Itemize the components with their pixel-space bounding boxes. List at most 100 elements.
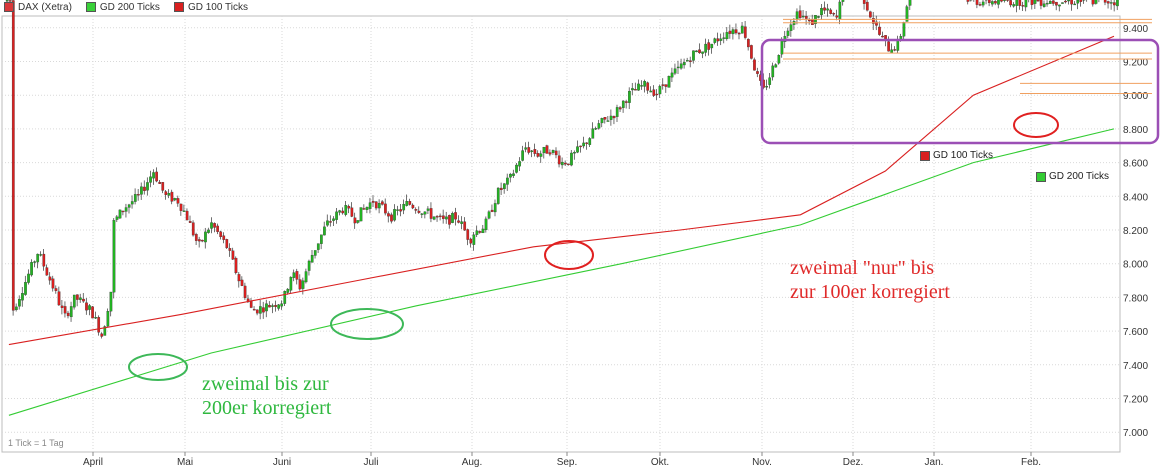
candle-body [362,208,366,210]
candle-body [271,305,274,307]
candle-body [576,146,579,153]
plot-area [1,15,1121,453]
candle-body [966,0,970,2]
candle-body [176,198,180,204]
candle-body [737,32,741,35]
candle-body [1058,4,1061,7]
candle-body [981,1,985,6]
candle-body [887,41,891,52]
candle-body [1048,0,1052,4]
purple-box-highlight [760,38,1160,145]
candle-body [487,211,491,219]
candle-body [5,0,9,2]
x-tick-label: Feb. [1021,457,1041,468]
x-tick-label: Dez. [843,457,864,468]
candle-body [387,213,390,217]
candle-body [564,162,567,165]
candle-body [216,225,219,232]
candle-body [338,210,342,213]
candle-body [289,276,293,291]
candle-body [997,0,1000,5]
candle-body [164,191,168,195]
y-tick-label: 8.400 [1123,192,1148,203]
candle-body [585,142,589,144]
candle-body [14,306,18,311]
candle-body [747,39,750,48]
candle-body [716,38,720,42]
candle-body [258,306,262,314]
candle-body [597,123,601,129]
candle-body [975,0,979,5]
annotation-green-line1: zweimal bis zur [202,373,329,395]
candle-body [527,147,531,153]
candle-body [768,77,772,85]
candle-body [1103,0,1107,3]
candle-body [789,24,793,31]
candle-body [359,207,363,222]
candle-body [329,221,332,223]
candle-body [499,187,503,191]
candle-body [1061,2,1064,4]
candle-body [786,30,790,36]
candle-body [188,221,192,223]
legend-item-gd100: GD 100 Ticks [173,1,248,13]
candle-body [743,26,747,38]
candle-body [862,0,866,4]
candle-body [11,0,15,311]
candle-body [225,239,229,249]
candle-body [676,66,680,69]
candle-body [570,152,573,166]
candle-body [265,303,268,312]
candle-body [283,290,287,304]
candle-body [408,201,412,205]
candle-body [518,161,521,167]
candle-body [475,230,479,235]
candle-body [219,231,223,238]
candle-body [454,212,457,220]
candle-body [765,86,769,88]
candle-body [512,173,515,176]
candle-body [33,261,37,263]
candle-body [207,229,210,233]
candle-body [130,201,134,205]
candle-body [234,257,238,274]
candle-body [72,294,76,308]
candle-body [817,16,820,18]
candle-body [91,306,94,319]
candle-body [686,60,689,62]
candle-body [872,18,875,24]
candle-body [1067,0,1070,2]
candle-body [249,301,253,308]
candle-body [646,82,650,91]
candle-body [133,194,137,202]
gd100-inline-label: GD 100 Ticks [920,150,993,161]
candle-body [801,15,805,18]
candle-body [356,220,360,223]
candle-body [377,203,381,209]
candle-body [76,294,79,300]
candle-body [875,21,878,26]
candle-body [1042,3,1046,7]
y-tick-label: 7.800 [1123,293,1148,304]
candle-body [161,182,165,191]
candle-body [423,211,427,215]
candle-body [146,182,149,191]
candle-body [881,35,884,38]
candle-body [1009,0,1013,6]
x-tick-label: Sep. [557,457,578,468]
candle-body [143,186,146,191]
candle-body [774,64,778,68]
y-tick-label: 8.000 [1123,260,1148,271]
candle-body [640,85,643,87]
candle-body [63,306,67,314]
candle-body [402,203,406,211]
candle-body [609,115,613,120]
y-tick-label: 9.400 [1123,24,1148,35]
candle-body [319,234,323,244]
candle-body [869,11,872,18]
candle-body [728,30,732,34]
candle-body [380,201,384,205]
candle-body [820,8,823,16]
candle-body [231,250,235,260]
candle-body [179,203,183,211]
